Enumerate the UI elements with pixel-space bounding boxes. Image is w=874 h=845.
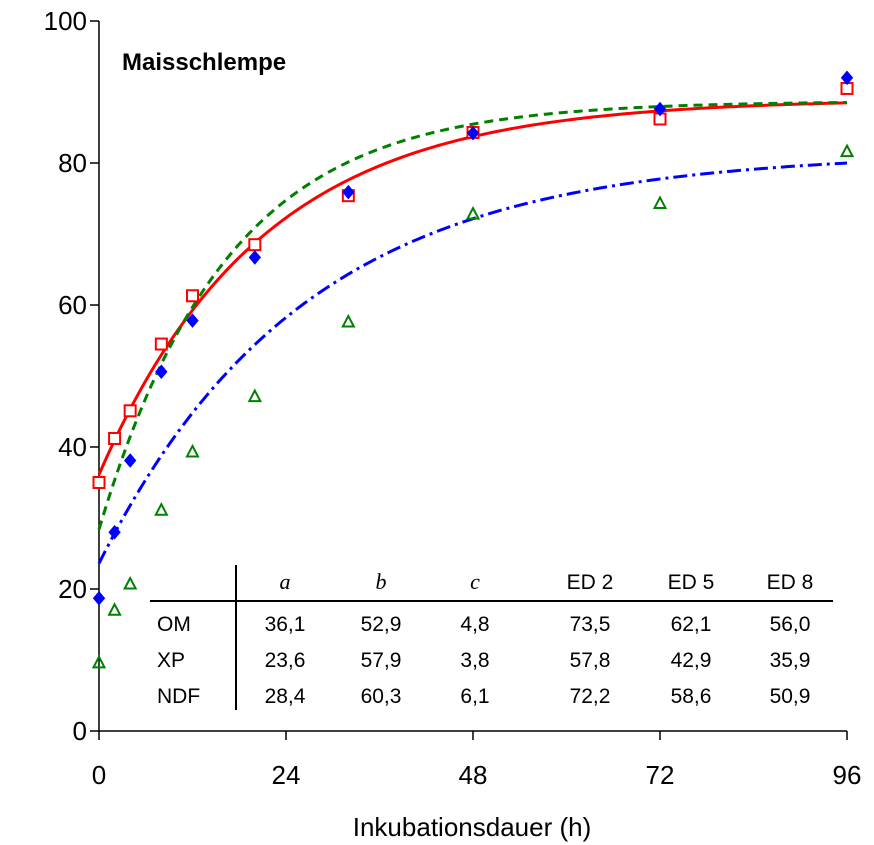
table-cell: 57,9 [361,649,402,672]
table-cell: 60,3 [361,685,402,708]
data-point-ndf [91,654,107,669]
y-tick-label: 40 [58,432,87,462]
table-cell: 23,6 [265,649,306,672]
data-point-xp [248,250,261,265]
table-cell: 42,9 [671,649,712,672]
table-cell: 50,9 [770,685,811,708]
x-tick-label: 48 [459,760,488,790]
data-point-xp [124,453,137,468]
table-cell: 57,8 [570,649,611,672]
table-cell: 35,9 [770,649,811,672]
table-header: ED 2 [567,571,614,594]
table-row-label: NDF [157,685,200,708]
data-point-om [108,431,122,445]
data-point-om [154,337,168,351]
data-point-om [92,476,106,489]
data-point-xp [108,524,121,540]
x-tick-label: 96 [833,760,862,790]
table-cell: 73,5 [570,613,611,636]
x-tick-label: 0 [92,760,106,790]
data-point-xp [92,590,106,606]
table-cell: 58,6 [671,685,712,708]
data-point-ndf [652,195,668,209]
table-header: c [470,569,480,594]
data-point-om [123,404,137,418]
axes: 0 20 40 60 80 100 0 24 48 72 96 [44,6,862,790]
fit-curve-ndf [97,100,848,530]
table-header: ED 5 [668,571,715,594]
table-cell: 72,2 [570,685,611,708]
table-cell: 52,9 [361,613,402,636]
data-point-ndf [185,443,200,458]
data-point-xp [186,313,199,328]
parameter-table: a b c ED 2 ED 5 ED 8 OM 36,1 52,9 4,8 73,5 62,1 56,0… [150,565,833,710]
fit-curves [97,100,848,565]
table-row-label: OM [157,613,191,636]
table-header: ED 8 [767,571,814,594]
data-point-xp [155,364,168,380]
y-tick-label: 100 [44,6,87,36]
y-tick-label: 0 [73,716,87,746]
data-point-ndf [154,502,169,516]
table-cell: 36,1 [265,613,306,636]
table-header: a [280,569,291,594]
data-point-ndf [107,602,122,616]
table-cell: 6,1 [460,685,489,708]
table-header: b [376,569,387,594]
data-point-ndf [341,313,356,328]
data-point-xp [840,70,854,86]
table-cell: 62,1 [671,613,712,636]
table-cell: 28,4 [265,685,306,708]
table-cell: 56,0 [770,613,811,636]
y-tick-label: 80 [58,148,87,178]
y-tick-label: 20 [58,574,87,604]
data-points [91,70,855,669]
x-axis-title: Inkubationsdauer (h) [353,812,591,842]
data-point-ndf [839,143,855,158]
data-point-om [248,238,262,252]
chart-title: Maisschlempe [122,49,286,76]
data-point-xp [342,184,355,200]
data-point-xp [466,125,480,141]
table-cell: 4,8 [460,613,489,636]
x-tick-label: 24 [272,760,301,790]
data-point-ndf [123,575,138,590]
fit-curve-om [97,101,848,476]
data-point-xp [653,101,667,117]
data-point-ndf [247,388,262,403]
data-point-ndf [465,205,481,220]
fit-curve-xp [97,161,848,565]
y-tick-label: 60 [58,290,87,320]
table-row-label: XP [157,649,185,672]
x-tick-label: 72 [646,760,675,790]
table-cell: 3,8 [460,649,489,672]
data-point-om [186,289,199,303]
